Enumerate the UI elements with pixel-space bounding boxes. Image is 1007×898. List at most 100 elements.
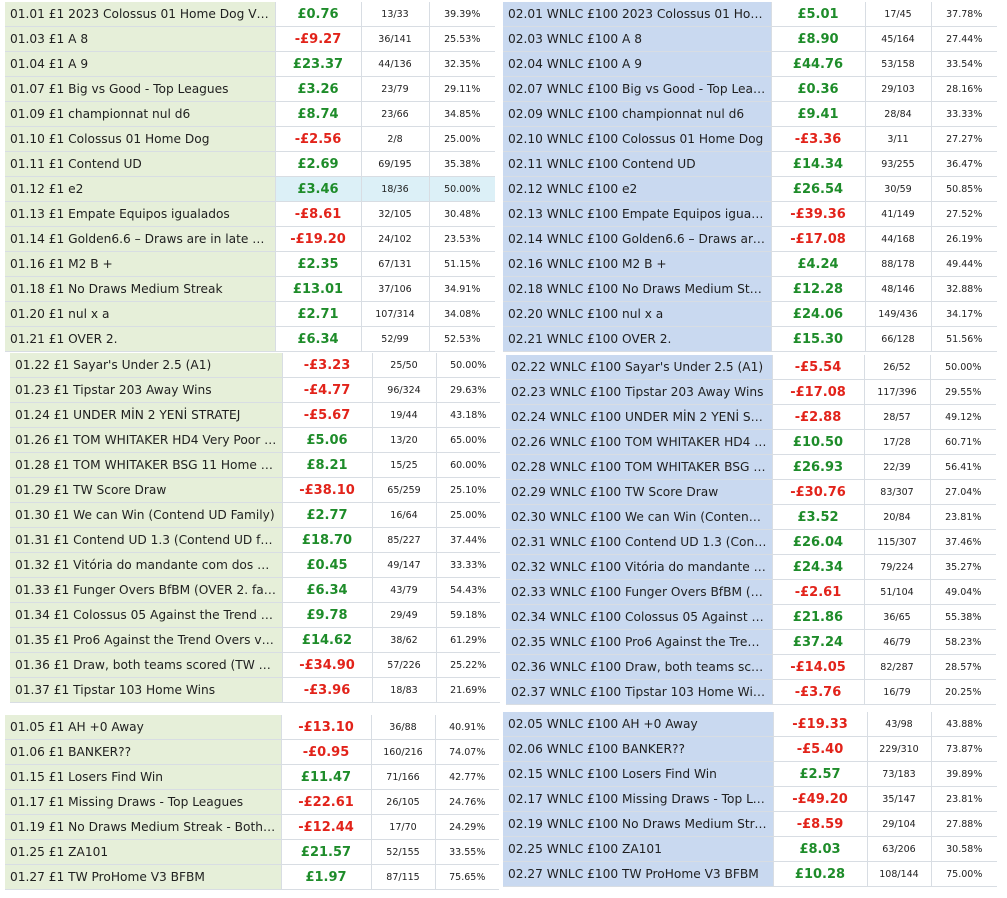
win-count: 30/59 [864, 176, 931, 202]
win-percentage: 33.33% [930, 101, 997, 127]
win-percentage: 49.44% [930, 251, 997, 277]
win-count: 52/155 [370, 839, 435, 865]
strategy-name: 01.24 £1 UNDER MİN 2 YENİ STRATEJ [10, 402, 282, 428]
win-percentage: 37.78% [930, 2, 997, 27]
strategy-name: 01.34 £1 Colossus 05 Against the Trend O… [10, 602, 282, 628]
table-row: 02.11 WNLC £100 Contend UD £14.34 93/255 36… [503, 151, 997, 177]
table-row: 02.15 WNLC £100 Losers Find Win £2.57 73/1… [503, 761, 997, 787]
table-row: 02.24 WNLC £100 UNDER MİN 2 YENİ STRA...… [506, 404, 996, 430]
win-percentage: 55.38% [929, 604, 996, 630]
win-percentage: 58.23% [929, 629, 996, 655]
win-percentage: 75.00% [930, 861, 997, 887]
table-row: 01.06 £1 BANKER?? -£0.95 160/216 74.07% [5, 739, 499, 765]
table-row: 01.36 £1 Draw, both teams scored (TW Sco… [10, 652, 500, 678]
win-count: 22/39 [863, 454, 930, 480]
win-percentage: 73.87% [930, 736, 997, 762]
win-count: 28/57 [863, 404, 930, 430]
profit-value: -£2.88 [771, 404, 864, 430]
strategy-name: 02.19 WNLC £100 No Draws Medium Streak -… [503, 811, 773, 837]
strategy-name: 02.03 WNLC £100 A 8 [503, 26, 771, 52]
win-percentage: 36.47% [930, 151, 997, 177]
profit-value: £26.54 [770, 176, 865, 202]
win-count: 36/65 [863, 604, 930, 630]
strategy-name: 02.20 WNLC £100 nul x a [503, 301, 771, 327]
win-percentage: 33.54% [930, 51, 997, 77]
win-count: 49/147 [371, 552, 436, 578]
profit-value: £6.34 [281, 577, 372, 603]
table-row: 02.31 WNLC £100 Contend UD 1.3 (Contend … [506, 529, 996, 555]
win-percentage: 29.11% [428, 76, 495, 102]
table-row: 02.20 WNLC £100 nul x a £24.06 149/436 34.1… [503, 301, 997, 327]
win-count: 51/104 [863, 579, 930, 605]
win-count: 36/88 [370, 715, 435, 740]
win-percentage: 25.00% [428, 126, 495, 152]
strategy-name: 01.01 £1 2023 Colossus 01 Home Dog V2 Al… [5, 2, 275, 27]
table-row: 01.25 £1 ZA101 £21.57 52/155 33.55% [5, 839, 499, 865]
win-percentage: 52.53% [428, 326, 495, 352]
win-percentage: 32.35% [428, 51, 495, 77]
win-count: 83/307 [863, 479, 930, 505]
table-row: 02.01 WNLC £100 2023 Colossus 01 Home D.… [503, 2, 997, 27]
strategy-name: 02.32 WNLC £100 Vitória do mandante com … [506, 554, 772, 580]
strategy-table-2: 02.01 WNLC £100 2023 Colossus 01 Home D.… [503, 2, 997, 352]
win-count: 69/195 [360, 151, 429, 177]
win-count: 44/136 [360, 51, 429, 77]
win-count: 107/314 [360, 301, 429, 327]
table-row: 01.19 £1 No Draws Medium Streak - Both T… [5, 814, 499, 840]
table-row: 02.33 WNLC £100 Funger Overs BfBM (OVER … [506, 579, 996, 605]
win-percentage: 23.81% [930, 786, 997, 812]
strategy-name: 02.27 WNLC £100 TW ProHome V3 BFBM [503, 861, 773, 887]
strategy-name: 01.21 £1 OVER 2. [5, 326, 275, 352]
win-percentage: 75.65% [434, 864, 499, 890]
profit-value: £14.34 [770, 151, 865, 177]
table-row: 02.12 WNLC £100 e2 £26.54 30/59 50.85% [503, 176, 997, 202]
strategy-name: 02.22 WNLC £100 Sayar's Under 2.5 (A1) [506, 355, 772, 380]
table-row: 02.34 WNLC £100 Colossus 05 Against the … [506, 604, 996, 630]
strategy-name: 02.35 WNLC £100 Pro6 Against the Trend O… [506, 629, 772, 655]
win-count: 23/66 [360, 101, 429, 127]
table-row: 02.35 WNLC £100 Pro6 Against the Trend O… [506, 629, 996, 655]
win-percentage: 40.91% [434, 715, 499, 740]
profit-value: -£14.05 [771, 654, 864, 680]
win-percentage: 50.00% [428, 176, 495, 202]
win-count: 2/8 [360, 126, 429, 152]
table-row: 01.24 £1 UNDER MİN 2 YENİ STRATEJ -£5.67 1… [10, 402, 500, 428]
profit-value: -£8.61 [274, 201, 361, 227]
win-count: 117/396 [863, 379, 930, 405]
table-row: 01.30 £1 We can Win (Contend UD Family) £… [10, 502, 500, 528]
win-percentage: 59.18% [435, 602, 500, 628]
win-percentage: 25.22% [435, 652, 500, 678]
win-count: 46/79 [863, 629, 930, 655]
profit-value: £14.62 [281, 627, 372, 653]
win-percentage: 35.27% [929, 554, 996, 580]
profit-value: -£8.59 [772, 811, 867, 837]
win-percentage: 50.00% [435, 353, 500, 378]
profit-value: £15.30 [770, 326, 865, 352]
table-row: 01.09 £1 championnat nul d6 £8.74 23/66 34.… [5, 101, 495, 127]
strategy-table-1: 01.01 £1 2023 Colossus 01 Home Dog V2 Al… [5, 2, 495, 352]
profit-value: -£3.23 [281, 353, 372, 378]
profit-value: £8.21 [281, 452, 372, 478]
profit-value: £10.50 [771, 429, 864, 455]
profit-value: -£9.27 [274, 26, 361, 52]
win-count: 18/83 [371, 677, 436, 703]
win-count: 79/224 [863, 554, 930, 580]
win-count: 160/216 [370, 739, 435, 765]
strategy-name: 01.17 £1 Missing Draws - Top Leagues [5, 789, 281, 815]
strategy-name: 01.20 £1 nul x a [5, 301, 275, 327]
strategy-name: 01.05 £1 AH +0 Away [5, 715, 281, 740]
win-count: 29/104 [866, 811, 931, 837]
table-row: 02.25 WNLC £100 ZA101 £8.03 63/206 30.58% [503, 836, 997, 862]
table-row: 01.34 £1 Colossus 05 Against the Trend O… [10, 602, 500, 628]
strategy-name: 02.21 WNLC £100 OVER 2. [503, 326, 771, 352]
strategy-name: 01.32 £1 Vitória do mandante com dos alt… [10, 552, 282, 578]
table-row: 02.29 WNLC £100 TW Score Draw -£30.76 83/3… [506, 479, 996, 505]
profit-value: £0.76 [274, 2, 361, 27]
profit-value: £9.41 [770, 101, 865, 127]
win-count: 13/20 [371, 427, 436, 453]
profit-value: £24.34 [771, 554, 864, 580]
win-count: 38/62 [371, 627, 436, 653]
profit-value: £3.52 [771, 504, 864, 530]
table-row: 01.01 £1 2023 Colossus 01 Home Dog V2 Al… [5, 2, 495, 27]
win-percentage: 43.88% [930, 712, 997, 737]
